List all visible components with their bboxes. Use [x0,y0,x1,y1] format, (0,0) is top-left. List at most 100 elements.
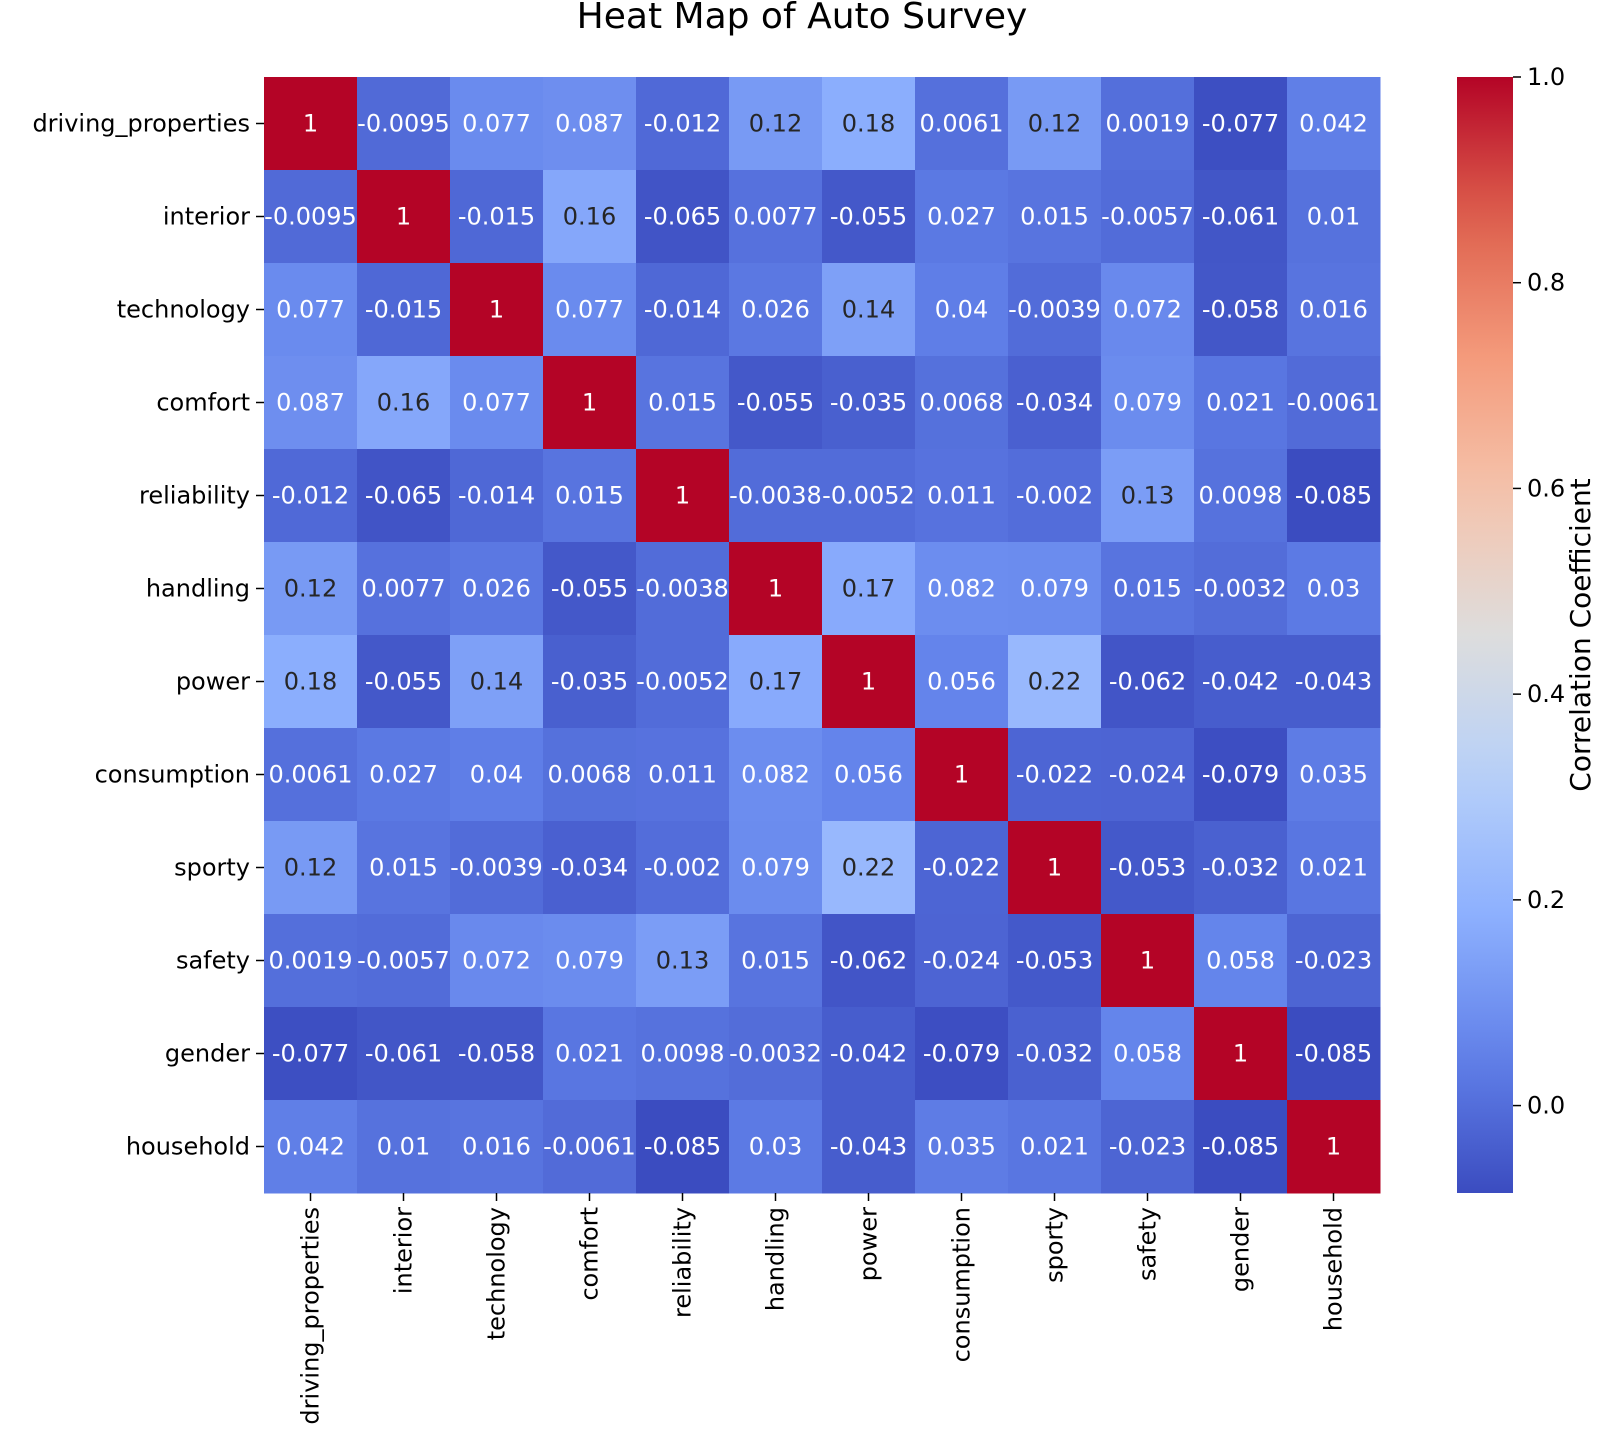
heatmap-cell [729,170,823,264]
cell-value-label: 0.082 [927,575,996,603]
heatmap-cell [450,1007,544,1101]
cell-value-label: 0.015 [741,947,810,975]
cell-value-label: -0.0061 [1287,389,1380,417]
cell-value-label: -0.055 [365,668,442,696]
cell-value-label: 0.04 [470,761,523,789]
cell-value-label: 0.16 [563,203,616,231]
heatmap-cell [1194,77,1288,171]
cell-value-label: 0.22 [842,854,895,882]
cell-value-label: 0.03 [1307,575,1360,603]
cell-value-label: 0.058 [1113,1040,1182,1068]
heatmap-cell [822,1007,916,1101]
cell-value-label: 0.021 [1020,1133,1089,1161]
cell-value-label: 0.026 [741,296,810,324]
cell-value-label: 1 [954,761,969,789]
heatmap-cell [543,728,637,822]
heatmap-cell [357,449,451,543]
heatmap-cell [822,1100,916,1194]
heatmap-cell [1287,542,1381,636]
heatmap-cell [450,263,544,357]
heatmap-cell [636,821,730,915]
cell-value-label: 0.22 [1028,668,1081,696]
cell-value-label: -0.065 [365,482,442,510]
heatmap-cell [450,635,544,729]
cell-value-label: 0.011 [927,482,996,510]
heatmap-cell [1287,728,1381,822]
cell-value-label: 0.077 [276,296,345,324]
cell-value-label: 0.026 [462,575,531,603]
cell-value-label: 0.011 [648,761,717,789]
cell-value-label: -0.034 [1016,389,1093,417]
heatmap-cell [729,77,823,171]
heatmap-cell [450,821,544,915]
heatmap-cell [1287,356,1381,450]
cell-value-label: -0.079 [1202,761,1279,789]
heatmap-cell [1008,542,1102,636]
cell-value-label: -0.022 [923,854,1000,882]
colorbar-tick-label: 0.4 [1527,680,1565,708]
cell-value-label: 0.058 [1206,947,1275,975]
heatmap-cell [1287,77,1381,171]
heatmap-cell [543,1007,637,1101]
heatmap-cell [1101,914,1195,1008]
cell-value-label: 0.087 [276,389,345,417]
cell-value-label: -0.085 [1202,1133,1279,1161]
cell-value-label: 1 [1140,947,1155,975]
heatmap-cell [357,1007,451,1101]
y-tick-label: handling [146,575,250,603]
heatmap-cell [1008,821,1102,915]
heatmap-cell [1194,542,1288,636]
heatmap-cell [636,728,730,822]
cell-value-label: -0.0032 [1194,575,1287,603]
heatmap-cell [264,170,358,264]
cell-value-label: 0.079 [555,947,624,975]
heatmap-cell [543,635,637,729]
heatmap-cell [1101,170,1195,264]
heatmap-cell [543,542,637,636]
heatmap-cell [822,635,916,729]
heatmap-cell [1194,170,1288,264]
cell-value-label: -0.053 [1109,854,1186,882]
x-tick-label: safety [1134,1207,1162,1281]
heatmap-cell [1101,1007,1195,1101]
heatmap-cell [1101,542,1195,636]
cell-value-label: -0.023 [1109,1133,1186,1161]
cell-value-label: -0.035 [830,389,907,417]
heatmap-cell [1008,263,1102,357]
heatmap-cell [1008,77,1102,171]
heatmap-cell [822,821,916,915]
cell-value-label: 0.021 [555,1040,624,1068]
heatmap-cell [1194,356,1288,450]
cell-value-label: 0.17 [842,575,895,603]
cell-value-label: -0.014 [458,482,535,510]
heatmap-cell [1287,821,1381,915]
heatmap-cell [729,821,823,915]
cell-value-label: 0.021 [1299,854,1368,882]
heatmap-cell [1101,356,1195,450]
heatmap-cell [915,77,1009,171]
heatmap-cell [636,542,730,636]
cell-value-label: 1 [582,389,597,417]
cell-value-label: 0.03 [749,1133,802,1161]
cell-value-label: -0.015 [458,203,535,231]
colorbar-label: Correlation Coefficient [1564,478,1597,791]
heatmap-cell [636,449,730,543]
cell-value-label: 0.016 [1299,296,1368,324]
cell-value-label: 0.077 [462,389,531,417]
cell-value-label: 0.12 [749,110,802,138]
heatmap-cell [264,77,358,171]
heatmap-cell [543,356,637,450]
cell-value-label: 0.079 [1113,389,1182,417]
heatmap-cell [915,449,1009,543]
heatmap-cell [729,728,823,822]
heatmap-cell [822,728,916,822]
heatmap-cell [822,356,916,450]
cell-value-label: 0.021 [1206,389,1275,417]
heatmap-cell [264,914,358,1008]
cell-value-label: 0.0061 [920,110,1004,138]
cell-value-label: -0.032 [1202,854,1279,882]
y-axis-tick-labels: driving_properties interior technology comf… [32,110,264,1161]
cell-value-label: -0.014 [644,296,721,324]
cell-value-label: -0.032 [1016,1040,1093,1068]
cell-value-label: 0.0098 [641,1040,725,1068]
